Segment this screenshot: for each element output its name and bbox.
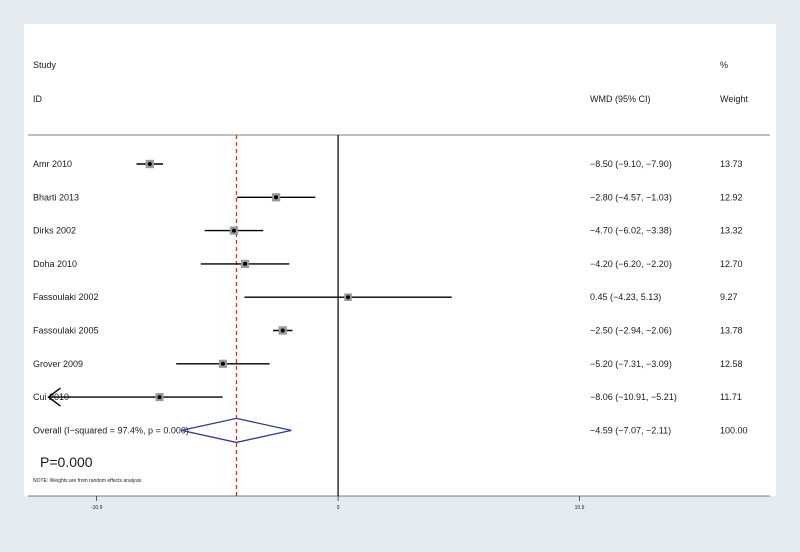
study-rows: Amr 2010 −8.50 (−9.10, −7.90) 13.73 Bharti …	[33, 159, 743, 407]
study-point	[231, 228, 236, 233]
study-name: Bharti 2013	[33, 192, 79, 202]
study-point	[280, 328, 285, 333]
overall-row: Overall (I−squared = 97.4%, p = 0.000) −4…	[33, 417, 748, 444]
study-weight: 12.92	[720, 192, 743, 202]
header-weight: Weight	[720, 94, 748, 104]
study-point	[274, 195, 279, 200]
study-row: Amr 2010 −8.50 (−9.10, −7.90) 13.73	[33, 159, 743, 169]
overall-ci-text: −4.59 (−7.07, −2.11)	[590, 425, 671, 435]
study-point	[220, 361, 225, 366]
study-ci-text: −2.50 (−2.94, −2.06)	[590, 326, 672, 336]
x-tick-label: -10.9	[91, 505, 103, 511]
study-point	[157, 395, 162, 400]
overall-weight: 100.00	[720, 425, 748, 435]
header-effect: WMD (95% CI)	[590, 94, 651, 104]
p-value-label: P=0.000	[40, 454, 93, 470]
study-ci-text: −4.20 (−6.20, −2.20)	[590, 259, 672, 269]
study-point	[346, 295, 351, 300]
study-ci-text: −4.70 (−6.02, −3.38)	[590, 226, 672, 236]
study-name: Fassoulaki 2002	[33, 292, 99, 302]
study-name: Amr 2010	[33, 159, 72, 169]
overall-diamond	[181, 417, 292, 444]
ci-arrow	[47, 387, 61, 407]
header-percent: %	[720, 60, 728, 70]
x-tick-label: 0	[337, 505, 340, 511]
study-weight: 13.73	[720, 159, 743, 169]
header-study: Study	[33, 60, 57, 70]
study-ci-text: −8.50 (−9.10, −7.90)	[590, 159, 672, 169]
study-weight: 12.58	[720, 359, 743, 369]
study-row: Grover 2009 −5.20 (−7.31, −3.09) 12.58	[33, 359, 743, 369]
x-axis-ticks: -10.9 0 10.9	[91, 496, 585, 511]
study-ci-text: −8.06 (−10.91, −5.21)	[590, 392, 677, 402]
study-weight: 13.78	[720, 326, 743, 336]
study-name: Doha 2010	[33, 259, 77, 269]
weights-note: NOTE: Weights are from random effects an…	[33, 478, 142, 484]
study-row: Bharti 2013 −2.80 (−4.57, −1.03) 12.92	[33, 192, 743, 202]
header-id: ID	[33, 94, 43, 104]
axis-band	[24, 496, 776, 528]
study-weight: 9.27	[720, 292, 738, 302]
x-tick-label: 10.9	[575, 505, 585, 511]
study-name: Grover 2009	[33, 359, 83, 369]
study-ci-text: −5.20 (−7.31, −3.09)	[590, 359, 672, 369]
study-name: Fassoulaki 2005	[33, 326, 99, 336]
study-row: Cui 2010 −8.06 (−10.91, −5.21) 11.71	[33, 387, 742, 407]
study-ci-text: −2.80 (−4.57, −1.03)	[590, 192, 672, 202]
study-point	[243, 261, 248, 266]
study-weight: 12.70	[720, 259, 743, 269]
overall-label: Overall (I−squared = 97.4%, p = 0.000)	[33, 425, 189, 435]
study-name: Dirks 2002	[33, 226, 76, 236]
study-ci-text: 0.45 (−4.23, 5.13)	[590, 292, 661, 302]
study-weight: 13.32	[720, 226, 743, 236]
study-row: Fassoulaki 2005 −2.50 (−2.94, −2.06) 13.78	[33, 326, 743, 336]
study-row: Dirks 2002 −4.70 (−6.02, −3.38) 13.32	[33, 226, 743, 236]
study-row: Doha 2010 −4.20 (−6.20, −2.20) 12.70	[33, 259, 743, 269]
study-row: Fassoulaki 2002 0.45 (−4.23, 5.13) 9.27	[33, 292, 738, 302]
study-point	[147, 162, 152, 166]
plot-panel	[24, 24, 776, 496]
study-weight: 11.71	[720, 392, 742, 402]
